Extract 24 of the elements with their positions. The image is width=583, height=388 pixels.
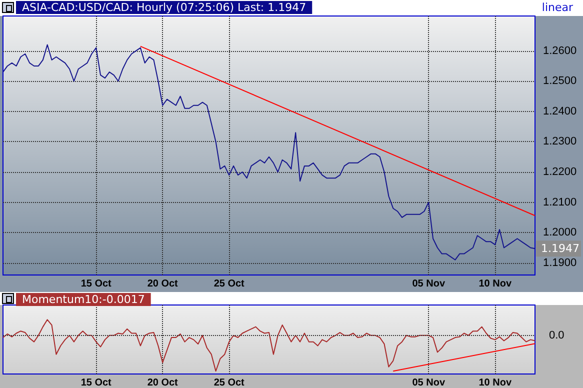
y-tick-label: 1.2300: [543, 136, 577, 148]
y-tick-label: 1.2200: [543, 166, 577, 178]
x-tick-label: 05 Nov: [412, 378, 446, 388]
x-tick-label: 20 Oct: [147, 378, 179, 388]
text: linear: [542, 1, 574, 14]
x-tick-label: 25 Oct: [214, 378, 246, 388]
ref-line-label: 0.0: [549, 329, 564, 342]
y-tick-label: 1.2400: [543, 105, 577, 118]
x-tick-label: 15 Oct: [80, 378, 112, 388]
y-tick-label: 1.1900: [543, 256, 577, 269]
chart-title: Momentum10:-0.0017: [22, 293, 145, 306]
line-series: [2, 44, 536, 260]
x-tick-label: 10 Nov: [478, 278, 512, 290]
x-tick-label: 05 Nov: [412, 278, 446, 290]
x-tick-label: 20 Oct: [147, 278, 179, 290]
text: 1.1947: [541, 242, 580, 256]
x-tick-label: 15 Oct: [80, 278, 112, 290]
y-tick-label: 1.2100: [543, 196, 577, 208]
y-tick-label: 1.2600: [543, 44, 577, 57]
y-tick-label: 1.2500: [543, 75, 577, 88]
x-tick-label: 25 Oct: [214, 278, 246, 290]
chart-title: ASIA-CAD:USD/CAD: Hourly (07:25:06) Last: 1.1947: [22, 1, 306, 14]
x-tick-label: 10 Nov: [478, 378, 512, 388]
y-tick-label: 1.2000: [543, 226, 577, 239]
